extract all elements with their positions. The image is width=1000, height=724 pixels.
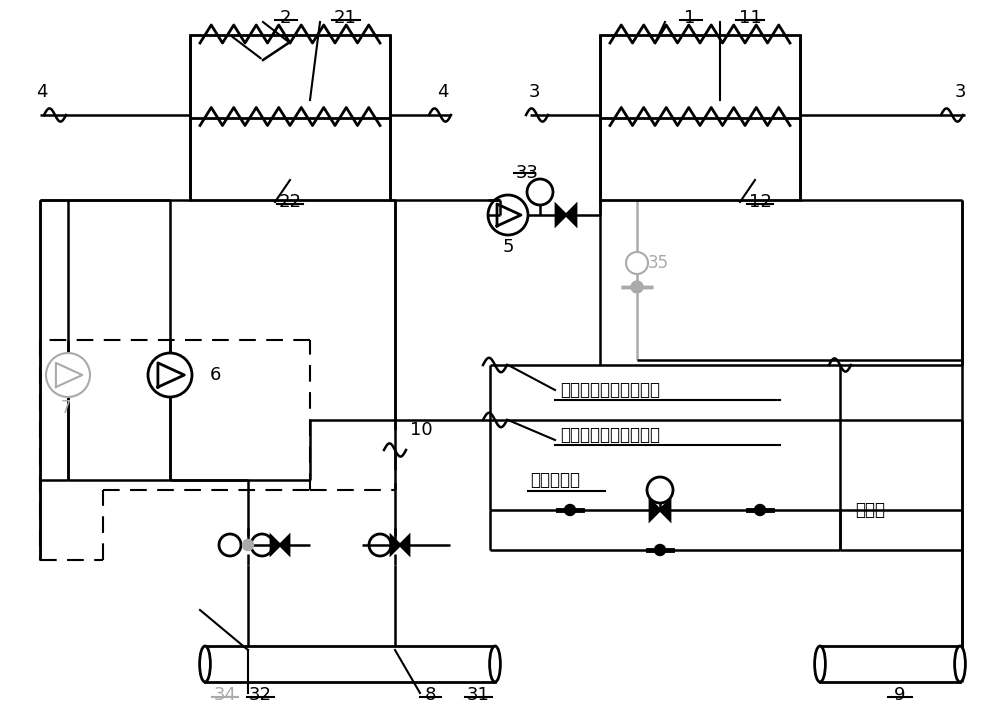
Polygon shape	[391, 536, 400, 554]
Circle shape	[654, 544, 666, 555]
Text: 34: 34	[214, 686, 237, 704]
Text: 4: 4	[36, 83, 48, 101]
Text: 11: 11	[739, 9, 761, 27]
Ellipse shape	[490, 646, 500, 682]
Polygon shape	[650, 500, 660, 520]
Polygon shape	[271, 536, 280, 554]
Text: 接空调末端冷水回水管: 接空调末端冷水回水管	[560, 381, 660, 399]
Circle shape	[755, 505, 766, 515]
Text: 压差旁通阀: 压差旁通阀	[530, 471, 580, 489]
Text: 32: 32	[248, 686, 272, 704]
Text: 1: 1	[684, 9, 696, 27]
Text: 21: 21	[334, 9, 356, 27]
Text: 31: 31	[467, 686, 489, 704]
Polygon shape	[566, 205, 576, 225]
Text: 35: 35	[647, 254, 669, 272]
Text: 3: 3	[954, 83, 966, 101]
Text: 2: 2	[279, 9, 291, 27]
Text: 12: 12	[749, 193, 771, 211]
Text: 旁通管: 旁通管	[855, 501, 885, 519]
Ellipse shape	[815, 646, 825, 682]
Text: 6: 6	[209, 366, 221, 384]
Text: 22: 22	[278, 193, 302, 211]
Circle shape	[564, 505, 576, 515]
Bar	[600, 35, 800, 200]
Text: 8: 8	[424, 686, 436, 704]
Text: 4: 4	[437, 83, 449, 101]
Ellipse shape	[955, 646, 965, 682]
Text: 9: 9	[894, 686, 906, 704]
Bar	[190, 35, 390, 200]
Ellipse shape	[200, 646, 210, 682]
Text: 5: 5	[502, 238, 514, 256]
Polygon shape	[280, 536, 289, 554]
Text: 接空调末端冷水供水管: 接空调末端冷水供水管	[560, 426, 660, 444]
Circle shape	[242, 539, 254, 550]
Text: 10: 10	[410, 421, 433, 439]
Circle shape	[631, 281, 643, 293]
Text: 33: 33	[516, 164, 538, 182]
Polygon shape	[400, 536, 409, 554]
Polygon shape	[660, 500, 670, 520]
Text: 7: 7	[61, 399, 71, 417]
Text: 3: 3	[528, 83, 540, 101]
Polygon shape	[556, 205, 566, 225]
